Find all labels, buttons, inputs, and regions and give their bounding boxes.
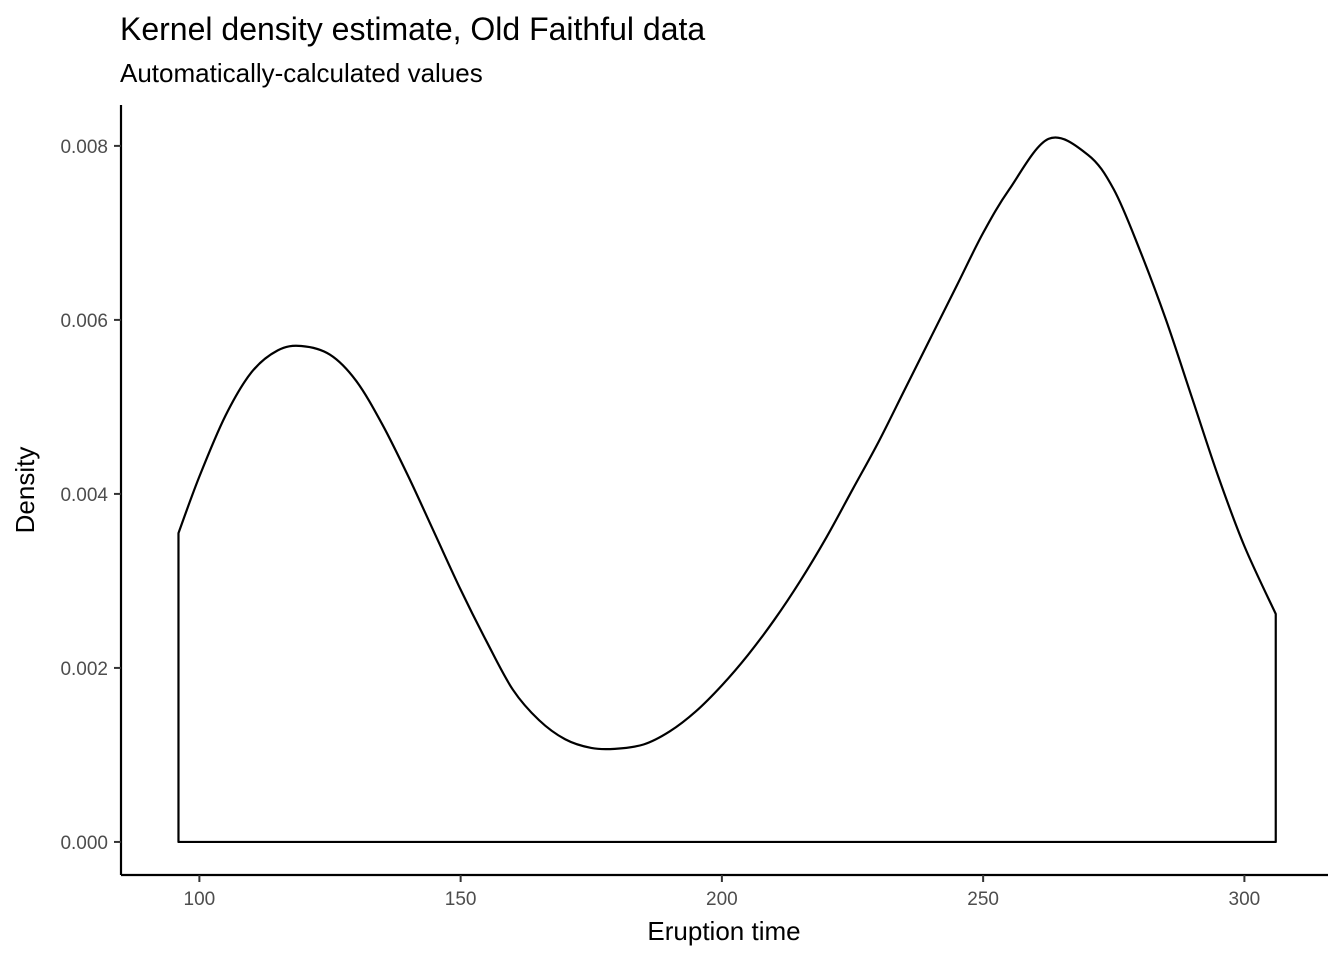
- x-tick-label: 200: [706, 889, 738, 910]
- y-axis-ticks: 0.000 0.002 0.004 0.006 0.008: [60, 137, 121, 854]
- y-tick-label: 0.002: [60, 659, 108, 680]
- x-tick-label: 100: [184, 889, 216, 910]
- x-tick-label: 300: [1229, 889, 1261, 910]
- chart-title: Kernel density estimate, Old Faithful da…: [120, 11, 705, 47]
- x-tick-label: 250: [967, 889, 999, 910]
- y-tick-label: 0.008: [60, 137, 108, 158]
- y-axis-label: Density: [10, 447, 40, 534]
- y-tick-label: 0.006: [60, 311, 108, 332]
- chart-subtitle: Automatically-calculated values: [120, 58, 483, 88]
- y-tick-label: 0.004: [60, 485, 108, 506]
- x-axis-ticks: 100 150 200 250 300: [184, 875, 1261, 910]
- x-axis-label: Eruption time: [647, 916, 800, 946]
- x-tick-label: 150: [445, 889, 477, 910]
- density-curve: [177, 136, 1277, 844]
- plot-area: [177, 136, 1277, 844]
- y-tick-label: 0.000: [60, 833, 108, 854]
